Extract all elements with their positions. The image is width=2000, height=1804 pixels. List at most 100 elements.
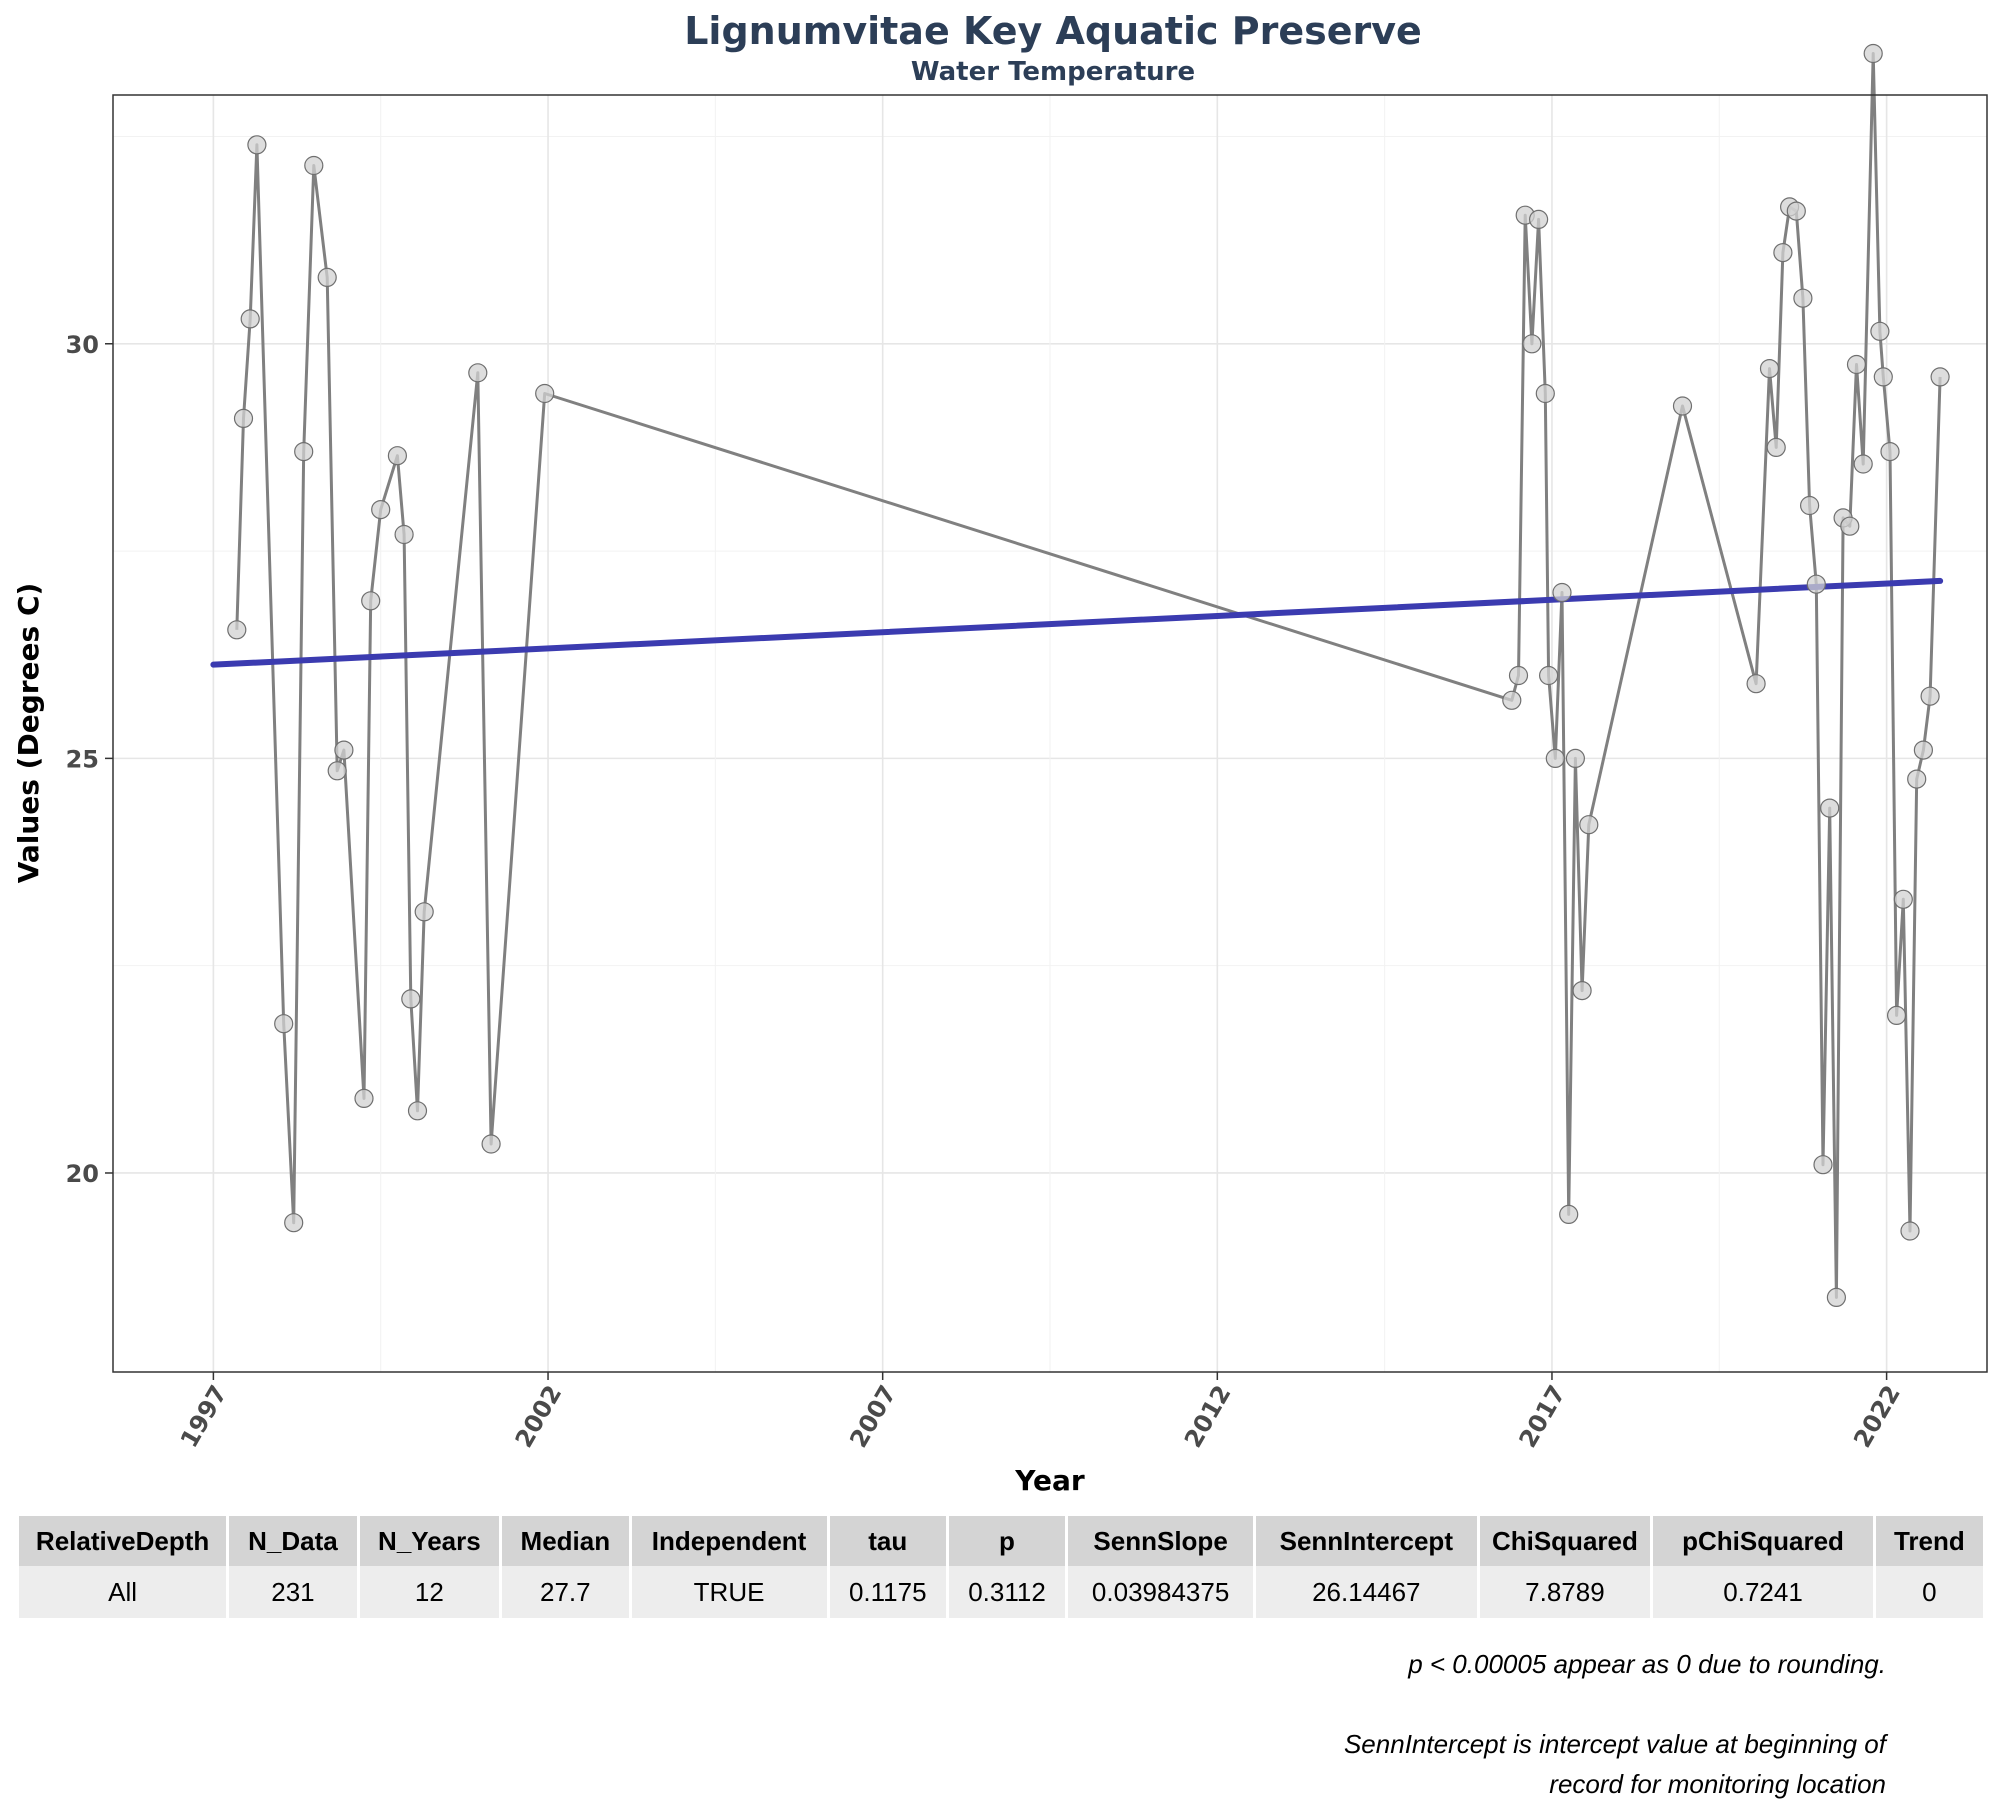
data-point xyxy=(1552,582,1572,603)
data-point xyxy=(1930,367,1950,387)
cell-chi-squared: 7.8789 xyxy=(1479,1566,1651,1618)
header-p: p xyxy=(948,1516,1066,1566)
footnote-intercept-line1: SennIntercept is intercept value at begi… xyxy=(1343,1729,1886,1759)
header-median: Median xyxy=(502,1516,629,1566)
header-p-chi-squared: pChiSquared xyxy=(1653,1516,1873,1566)
series-layer xyxy=(210,43,1950,1308)
y-tick-label: 25 xyxy=(66,745,99,773)
cell-senn-intercept: 26.14467 xyxy=(1256,1566,1477,1618)
water-temperature-chart: Lignumvitae Key Aquatic Preserve Water T… xyxy=(12,9,1988,1497)
cell-n-data: 231 xyxy=(229,1566,357,1618)
data-point xyxy=(274,1014,294,1034)
footnote-rounding: p < 0.00005 appear as 0 due to rounding. xyxy=(1408,1649,1886,1679)
footnote-intercept: SennIntercept is intercept value at begi… xyxy=(1344,1724,1886,1804)
header-relative-depth: RelativeDepth xyxy=(19,1516,227,1566)
data-point xyxy=(247,135,267,155)
data-point xyxy=(1853,454,1873,474)
trend-line xyxy=(210,577,1944,668)
data-point xyxy=(371,500,391,520)
data-point xyxy=(240,309,260,329)
data-point xyxy=(1672,396,1693,416)
data-point xyxy=(1840,516,1860,536)
stats-data-row: All 231 12 27.7 TRUE 0.1175 0.3112 0.039… xyxy=(19,1566,1983,1618)
data-point xyxy=(294,442,314,462)
y-tick-label: 20 xyxy=(66,1160,99,1188)
header-tau: tau xyxy=(829,1516,946,1566)
cell-n-years: 12 xyxy=(359,1566,500,1618)
data-point xyxy=(481,1134,501,1154)
x-tick-label: 2007 xyxy=(844,1381,902,1453)
data-point xyxy=(1826,1287,1847,1308)
data-point xyxy=(1799,495,1820,516)
cell-median: 27.7 xyxy=(502,1566,629,1618)
header-senn-intercept: SennIntercept xyxy=(1256,1516,1477,1566)
data-point xyxy=(1508,665,1529,686)
data-point xyxy=(1579,815,1599,835)
data-point xyxy=(361,591,381,611)
data-point xyxy=(1522,334,1542,354)
data-point xyxy=(354,1088,374,1109)
data-point xyxy=(1746,674,1766,694)
cell-trend: 0 xyxy=(1875,1566,1983,1618)
data-point xyxy=(1870,321,1890,341)
data-point xyxy=(1559,1204,1579,1225)
data-point xyxy=(1535,383,1555,404)
x-tick-label: 2017 xyxy=(1514,1381,1572,1453)
data-point xyxy=(1863,43,1883,64)
data-point xyxy=(1886,1005,1907,1026)
x-tick-label: 1997 xyxy=(175,1381,233,1453)
data-point xyxy=(1893,889,1913,909)
header-n-data: N_Data xyxy=(229,1516,357,1566)
y-axis: 20 25 30 xyxy=(66,331,113,1188)
data-point xyxy=(1880,442,1900,462)
footnote-intercept-line2: record for monitoring location xyxy=(1549,1769,1886,1799)
data-point xyxy=(1813,1155,1833,1175)
header-trend: Trend xyxy=(1875,1516,1983,1566)
data-point xyxy=(1773,243,1793,263)
data-point xyxy=(304,155,324,176)
y-tick-label: 30 xyxy=(66,331,99,359)
stats-header-row: RelativeDepth N_Data N_Years Median Inde… xyxy=(19,1516,1983,1566)
data-point xyxy=(334,740,354,760)
data-point xyxy=(1545,748,1565,769)
plot-border xyxy=(112,94,1988,1373)
cell-p-chi-squared: 0.7241 xyxy=(1653,1566,1873,1618)
stats-table: RelativeDepth N_Data N_Years Median Inde… xyxy=(16,1516,1986,1618)
x-axis: 1997 2002 2007 2012 2017 2022 xyxy=(175,1372,1906,1452)
data-point xyxy=(1572,980,1592,1001)
data-point xyxy=(1913,740,1934,760)
cell-senn-slope: 0.03984375 xyxy=(1068,1566,1254,1618)
chart-subtitle: Water Temperature xyxy=(911,57,1195,87)
cell-independent: TRUE xyxy=(631,1566,827,1618)
data-point xyxy=(284,1213,304,1233)
data-point xyxy=(1786,201,1806,221)
data-point xyxy=(233,408,254,428)
data-point xyxy=(1793,288,1813,308)
chart-title: Lignumvitae Key Aquatic Preserve xyxy=(684,9,1422,53)
data-point xyxy=(1766,437,1786,457)
cell-relative-depth: All xyxy=(19,1566,227,1618)
data-point xyxy=(1538,665,1559,686)
data-point xyxy=(1820,798,1840,818)
header-chi-squared: ChiSquared xyxy=(1479,1516,1651,1566)
data-point xyxy=(1907,769,1927,789)
header-senn-slope: SennSlope xyxy=(1068,1516,1254,1566)
x-axis-title: Year xyxy=(1014,1464,1085,1497)
x-tick-label: 2002 xyxy=(510,1381,568,1453)
data-point xyxy=(1900,1221,1920,1241)
data-point xyxy=(327,761,347,781)
x-tick-label: 2012 xyxy=(1179,1381,1237,1453)
data-point xyxy=(317,267,337,287)
data-point xyxy=(1528,209,1549,229)
header-independent: Independent xyxy=(631,1516,827,1566)
data-point xyxy=(1806,574,1826,594)
data-point xyxy=(535,383,555,404)
header-n-years: N_Years xyxy=(359,1516,500,1566)
data-point xyxy=(387,446,407,466)
data-point xyxy=(1920,686,1940,706)
data-point xyxy=(414,902,434,922)
data-point xyxy=(468,363,488,383)
data-point xyxy=(1846,354,1867,375)
y-axis-title: Values (Degrees C) xyxy=(12,583,45,884)
data-point xyxy=(401,989,421,1009)
